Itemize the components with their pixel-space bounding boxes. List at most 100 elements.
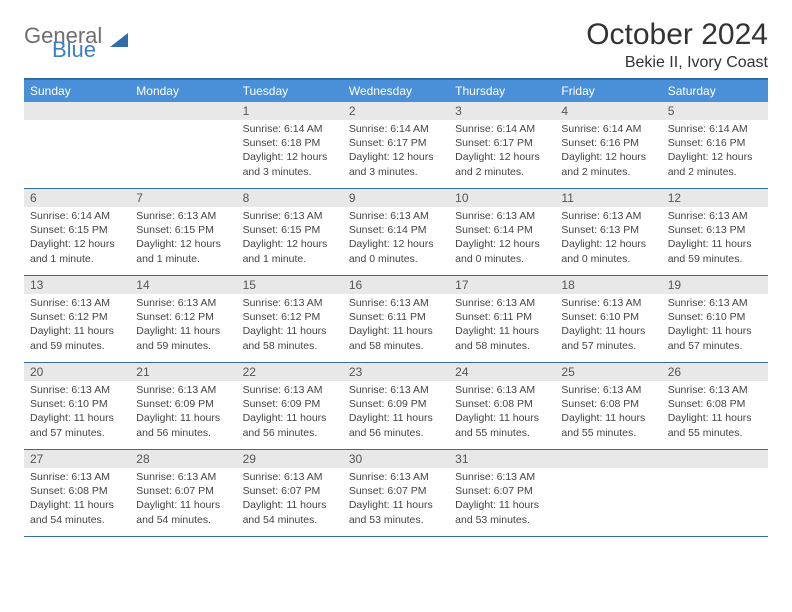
cell-content: Sunrise: 6:13 AMSunset: 6:15 PMDaylight:… (237, 207, 343, 270)
sunrise-text: Sunrise: 6:13 AM (136, 470, 230, 484)
daylight-text: Daylight: 11 hours and 55 minutes. (561, 411, 655, 439)
daylight-text: Daylight: 12 hours and 1 minute. (243, 237, 337, 265)
calendar-cell: 26Sunrise: 6:13 AMSunset: 6:08 PMDayligh… (662, 363, 768, 449)
sunrise-text: Sunrise: 6:13 AM (561, 209, 655, 223)
calendar-cell: 3Sunrise: 6:14 AMSunset: 6:17 PMDaylight… (449, 102, 555, 188)
sunrise-text: Sunrise: 6:13 AM (561, 383, 655, 397)
cell-content: Sunrise: 6:13 AMSunset: 6:10 PMDaylight:… (555, 294, 661, 357)
calendar-cell: 29Sunrise: 6:13 AMSunset: 6:07 PMDayligh… (237, 450, 343, 536)
calendar-cell: 22Sunrise: 6:13 AMSunset: 6:09 PMDayligh… (237, 363, 343, 449)
week-row: 1Sunrise: 6:14 AMSunset: 6:18 PMDaylight… (24, 102, 768, 189)
day-number: 19 (662, 276, 768, 294)
sunset-text: Sunset: 6:12 PM (243, 310, 337, 324)
daylight-text: Daylight: 12 hours and 2 minutes. (668, 150, 762, 178)
day-header-saturday: Saturday (662, 80, 768, 102)
day-number: 5 (662, 102, 768, 120)
sunrise-text: Sunrise: 6:13 AM (243, 383, 337, 397)
sunrise-text: Sunrise: 6:13 AM (30, 470, 124, 484)
day-number: 18 (555, 276, 661, 294)
calendar-cell: 16Sunrise: 6:13 AMSunset: 6:11 PMDayligh… (343, 276, 449, 362)
day-number: 8 (237, 189, 343, 207)
calendar-cell: 12Sunrise: 6:13 AMSunset: 6:13 PMDayligh… (662, 189, 768, 275)
day-number (662, 450, 768, 468)
cell-content: Sunrise: 6:13 AMSunset: 6:09 PMDaylight:… (343, 381, 449, 444)
sunrise-text: Sunrise: 6:13 AM (136, 383, 230, 397)
cell-content: Sunrise: 6:13 AMSunset: 6:13 PMDaylight:… (555, 207, 661, 270)
sunset-text: Sunset: 6:12 PM (136, 310, 230, 324)
cell-content: Sunrise: 6:13 AMSunset: 6:10 PMDaylight:… (24, 381, 130, 444)
sunrise-text: Sunrise: 6:13 AM (668, 209, 762, 223)
sunrise-text: Sunrise: 6:13 AM (243, 209, 337, 223)
day-number (130, 102, 236, 120)
daylight-text: Daylight: 11 hours and 57 minutes. (561, 324, 655, 352)
day-header-wednesday: Wednesday (343, 80, 449, 102)
day-number (555, 450, 661, 468)
sunset-text: Sunset: 6:07 PM (136, 484, 230, 498)
cell-content: Sunrise: 6:13 AMSunset: 6:11 PMDaylight:… (343, 294, 449, 357)
daylight-text: Daylight: 11 hours and 59 minutes. (668, 237, 762, 265)
calendar-cell: 6Sunrise: 6:14 AMSunset: 6:15 PMDaylight… (24, 189, 130, 275)
calendar-cell (555, 450, 661, 536)
header: General Blue October 2024 Bekie II, Ivor… (24, 18, 768, 72)
sunset-text: Sunset: 6:15 PM (243, 223, 337, 237)
daylight-text: Daylight: 12 hours and 3 minutes. (243, 150, 337, 178)
cell-content: Sunrise: 6:13 AMSunset: 6:12 PMDaylight:… (130, 294, 236, 357)
sunset-text: Sunset: 6:13 PM (561, 223, 655, 237)
cell-content: Sunrise: 6:13 AMSunset: 6:12 PMDaylight:… (237, 294, 343, 357)
day-number: 7 (130, 189, 236, 207)
daylight-text: Daylight: 11 hours and 54 minutes. (136, 498, 230, 526)
cell-content: Sunrise: 6:13 AMSunset: 6:09 PMDaylight:… (237, 381, 343, 444)
daylight-text: Daylight: 11 hours and 53 minutes. (349, 498, 443, 526)
weeks-container: 1Sunrise: 6:14 AMSunset: 6:18 PMDaylight… (24, 102, 768, 537)
day-number: 4 (555, 102, 661, 120)
day-number: 28 (130, 450, 236, 468)
day-number: 24 (449, 363, 555, 381)
day-number: 6 (24, 189, 130, 207)
daylight-text: Daylight: 11 hours and 59 minutes. (30, 324, 124, 352)
day-number: 13 (24, 276, 130, 294)
cell-content: Sunrise: 6:13 AMSunset: 6:07 PMDaylight:… (130, 468, 236, 531)
day-header-thursday: Thursday (449, 80, 555, 102)
daylight-text: Daylight: 12 hours and 1 minute. (30, 237, 124, 265)
calendar-cell (662, 450, 768, 536)
sunset-text: Sunset: 6:14 PM (349, 223, 443, 237)
sunset-text: Sunset: 6:10 PM (30, 397, 124, 411)
daylight-text: Daylight: 11 hours and 58 minutes. (243, 324, 337, 352)
daylight-text: Daylight: 12 hours and 2 minutes. (455, 150, 549, 178)
cell-content: Sunrise: 6:13 AMSunset: 6:13 PMDaylight:… (662, 207, 768, 270)
day-number: 29 (237, 450, 343, 468)
sunrise-text: Sunrise: 6:13 AM (349, 296, 443, 310)
daylight-text: Daylight: 11 hours and 56 minutes. (349, 411, 443, 439)
week-row: 6Sunrise: 6:14 AMSunset: 6:15 PMDaylight… (24, 189, 768, 276)
sunrise-text: Sunrise: 6:13 AM (455, 470, 549, 484)
sunset-text: Sunset: 6:10 PM (561, 310, 655, 324)
calendar-cell: 21Sunrise: 6:13 AMSunset: 6:09 PMDayligh… (130, 363, 236, 449)
day-number: 21 (130, 363, 236, 381)
daylight-text: Daylight: 11 hours and 55 minutes. (668, 411, 762, 439)
sunrise-text: Sunrise: 6:14 AM (243, 122, 337, 136)
sunset-text: Sunset: 6:08 PM (30, 484, 124, 498)
sunrise-text: Sunrise: 6:14 AM (561, 122, 655, 136)
sunset-text: Sunset: 6:17 PM (455, 136, 549, 150)
cell-content: Sunrise: 6:13 AMSunset: 6:08 PMDaylight:… (555, 381, 661, 444)
daylight-text: Daylight: 11 hours and 54 minutes. (243, 498, 337, 526)
day-number: 25 (555, 363, 661, 381)
calendar-cell: 19Sunrise: 6:13 AMSunset: 6:10 PMDayligh… (662, 276, 768, 362)
sunrise-text: Sunrise: 6:13 AM (349, 209, 443, 223)
daylight-text: Daylight: 11 hours and 56 minutes. (136, 411, 230, 439)
cell-content: Sunrise: 6:13 AMSunset: 6:14 PMDaylight:… (343, 207, 449, 270)
daylight-text: Daylight: 12 hours and 0 minutes. (561, 237, 655, 265)
logo: General Blue (24, 18, 130, 60)
day-number: 15 (237, 276, 343, 294)
sunrise-text: Sunrise: 6:13 AM (455, 209, 549, 223)
sunrise-text: Sunrise: 6:13 AM (136, 296, 230, 310)
week-row: 20Sunrise: 6:13 AMSunset: 6:10 PMDayligh… (24, 363, 768, 450)
cell-content: Sunrise: 6:13 AMSunset: 6:07 PMDaylight:… (237, 468, 343, 531)
cell-content: Sunrise: 6:14 AMSunset: 6:15 PMDaylight:… (24, 207, 130, 270)
cell-content: Sunrise: 6:14 AMSunset: 6:17 PMDaylight:… (343, 120, 449, 183)
cell-content: Sunrise: 6:13 AMSunset: 6:11 PMDaylight:… (449, 294, 555, 357)
sunset-text: Sunset: 6:08 PM (561, 397, 655, 411)
cell-content: Sunrise: 6:14 AMSunset: 6:16 PMDaylight:… (555, 120, 661, 183)
sunrise-text: Sunrise: 6:13 AM (668, 383, 762, 397)
day-number: 26 (662, 363, 768, 381)
